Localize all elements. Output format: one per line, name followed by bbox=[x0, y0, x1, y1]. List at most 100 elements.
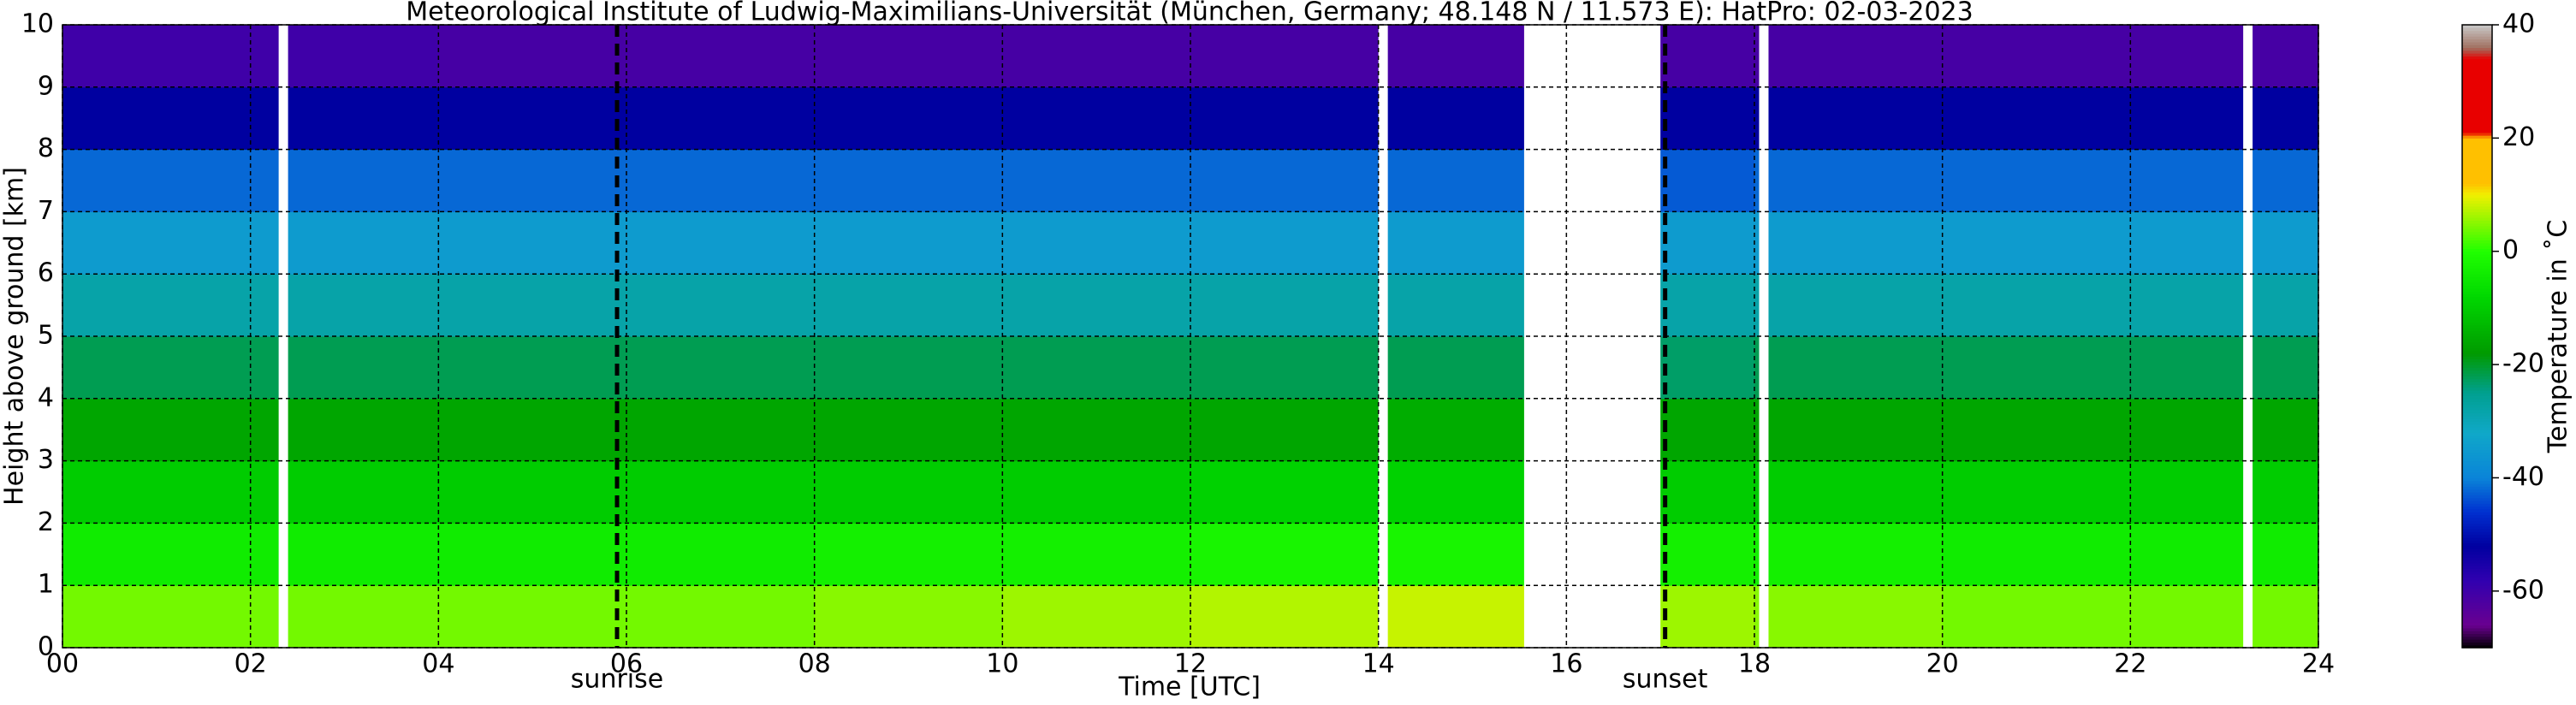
heatmap-cell bbox=[438, 585, 627, 649]
colorbar-swatch bbox=[2462, 401, 2492, 406]
colorbar-swatch bbox=[2462, 497, 2492, 501]
heatmap-cell bbox=[626, 86, 816, 151]
heatmap-cell bbox=[1002, 25, 1191, 88]
colorbar-swatch bbox=[2462, 398, 2492, 402]
annotation-label: sunrise bbox=[571, 665, 663, 695]
colorbar-swatch bbox=[2462, 115, 2492, 119]
heatmap-cell bbox=[1942, 86, 2131, 151]
data-gap bbox=[1759, 25, 1769, 648]
colorbar-swatch bbox=[2462, 339, 2492, 343]
colorbar-swatch bbox=[2462, 127, 2492, 131]
colorbar-swatch bbox=[2462, 341, 2492, 346]
colorbar-swatch bbox=[2462, 299, 2492, 303]
colorbar-swatch bbox=[2462, 542, 2492, 547]
colorbar-swatch bbox=[2462, 200, 2492, 204]
heatmap-cell bbox=[438, 86, 627, 151]
colorbar-swatch bbox=[2462, 613, 2492, 618]
colorbar-swatch bbox=[2462, 525, 2492, 530]
colorbar-swatch bbox=[2462, 622, 2492, 626]
heatmap-cell bbox=[1754, 398, 1944, 462]
colorbar-swatch bbox=[2462, 251, 2492, 255]
colorbar-swatch bbox=[2462, 305, 2492, 309]
x-tick-label: 02 bbox=[234, 649, 267, 679]
colorbar-swatch bbox=[2462, 84, 2492, 88]
colorbar-swatch bbox=[2462, 367, 2492, 371]
heatmap-cell bbox=[814, 149, 1003, 212]
colorbar-swatch bbox=[2462, 47, 2492, 51]
heatmap-cell bbox=[62, 523, 252, 586]
colorbar-swatch bbox=[2462, 240, 2492, 244]
colorbar-swatch bbox=[2462, 376, 2492, 380]
heatmap-cell bbox=[1190, 336, 1380, 400]
colorbar-swatch bbox=[2462, 282, 2492, 287]
colorbar-swatch bbox=[2462, 512, 2492, 516]
colorbar-swatch bbox=[2462, 194, 2492, 198]
heatmap-cell bbox=[1002, 274, 1191, 337]
colorbar-swatch bbox=[2462, 378, 2492, 382]
y-tick-label: 5 bbox=[38, 321, 54, 351]
colorbar-swatch bbox=[2462, 104, 2492, 108]
colorbar-swatch bbox=[2462, 192, 2492, 196]
heatmap-cell bbox=[1942, 523, 2131, 586]
colorbar-tick-label: -20 bbox=[2502, 349, 2544, 379]
colorbar-tick-label: 40 bbox=[2502, 9, 2535, 39]
colorbar-swatch bbox=[2462, 384, 2492, 388]
colorbar-swatch bbox=[2462, 333, 2492, 337]
y-tick-label: 6 bbox=[38, 258, 54, 288]
heatmap-cell bbox=[438, 398, 627, 462]
heatmap-cell bbox=[1942, 398, 2131, 462]
heatmap-cell bbox=[62, 149, 252, 212]
colorbar-swatch bbox=[2462, 64, 2492, 68]
colorbar-swatch bbox=[2462, 616, 2492, 620]
colorbar-swatch bbox=[2462, 412, 2492, 417]
colorbar-swatch bbox=[2462, 175, 2492, 179]
colorbar-swatch bbox=[2462, 350, 2492, 354]
colorbar-swatch bbox=[2462, 330, 2492, 335]
heatmap-cell bbox=[814, 274, 1003, 337]
colorbar-swatch bbox=[2462, 166, 2492, 170]
colorbar-swatch bbox=[2462, 73, 2492, 77]
colorbar-swatch bbox=[2462, 466, 2492, 471]
heatmap-cell bbox=[2130, 523, 2319, 586]
heatmap-cell bbox=[814, 460, 1003, 524]
colorbar-swatch bbox=[2462, 254, 2492, 258]
colorbar-swatch bbox=[2462, 188, 2492, 193]
heatmap-cell bbox=[1754, 460, 1944, 524]
colorbar-swatch bbox=[2462, 214, 2492, 218]
heatmap-cell bbox=[62, 211, 252, 275]
colorbar-swatch bbox=[2462, 577, 2492, 581]
heatmap-cell bbox=[438, 211, 627, 275]
heatmap-cell bbox=[1754, 523, 1944, 586]
colorbar-swatch bbox=[2462, 602, 2492, 606]
heatmap-cell bbox=[814, 86, 1003, 151]
colorbar-swatch bbox=[2462, 270, 2492, 275]
heatmap-cell bbox=[626, 398, 816, 462]
colorbar-swatch bbox=[2462, 424, 2492, 428]
heatmap-cell bbox=[1002, 211, 1191, 275]
heatmap-cell bbox=[1002, 585, 1191, 649]
colorbar-swatch bbox=[2462, 435, 2492, 439]
x-tick-label: 24 bbox=[2302, 649, 2335, 679]
heatmap-cell bbox=[1942, 460, 2131, 524]
colorbar-swatch bbox=[2462, 406, 2492, 411]
heatmap-cell bbox=[1002, 398, 1191, 462]
colorbar-swatch bbox=[2462, 146, 2492, 151]
heatmap-cell bbox=[2130, 149, 2319, 212]
colorbar-swatch bbox=[2462, 242, 2492, 246]
heatmap-cell bbox=[62, 274, 252, 337]
colorbar-swatch bbox=[2462, 475, 2492, 479]
heatmap-cell bbox=[1942, 149, 2131, 212]
heatmap-cell bbox=[1754, 336, 1944, 400]
x-tick-label: 14 bbox=[1362, 649, 1395, 679]
heatmap-cell bbox=[814, 523, 1003, 586]
colorbar-swatch bbox=[2462, 477, 2492, 482]
colorbar-swatch bbox=[2462, 322, 2492, 326]
colorbar-swatch bbox=[2462, 98, 2492, 102]
colorbar-swatch bbox=[2462, 551, 2492, 555]
data-gap bbox=[278, 25, 288, 648]
colorbar-swatch bbox=[2462, 222, 2492, 227]
heatmap-cell bbox=[626, 585, 816, 649]
colorbar-swatch bbox=[2462, 90, 2492, 94]
colorbar-swatch bbox=[2462, 562, 2492, 566]
